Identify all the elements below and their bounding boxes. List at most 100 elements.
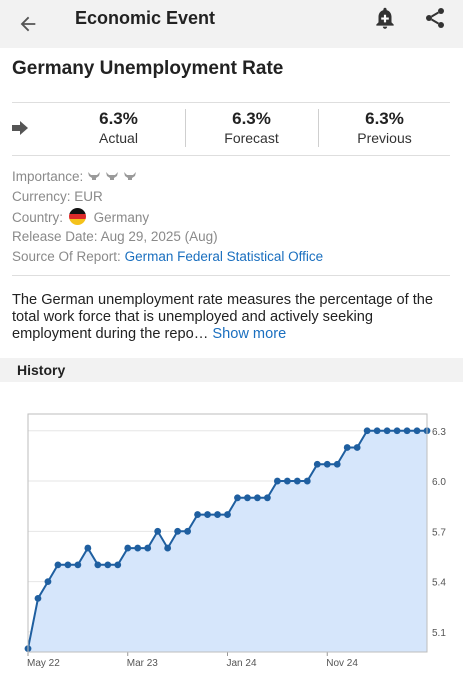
data-point bbox=[403, 427, 411, 435]
share-button[interactable] bbox=[420, 3, 450, 33]
source-row: Source Of Report: German Federal Statist… bbox=[12, 248, 323, 266]
y-tick-label: 5.1 bbox=[432, 628, 446, 639]
y-tick-label: 5.7 bbox=[432, 527, 446, 538]
release-date-value: Aug 29, 2025 (Aug) bbox=[100, 229, 218, 244]
y-axis-ticks: 5.1 5.4 5.7 6.0 6.3 bbox=[432, 427, 446, 639]
x-tick-label: Nov 24 bbox=[326, 658, 358, 669]
share-icon bbox=[426, 8, 444, 28]
bull-icon bbox=[88, 172, 101, 181]
y-tick-label: 6.0 bbox=[432, 477, 446, 488]
divider bbox=[12, 155, 450, 156]
stat-separator bbox=[318, 109, 319, 147]
chart-frame bbox=[27, 413, 428, 653]
country-label: Country: bbox=[12, 210, 64, 225]
currency-row: Currency: EUR bbox=[12, 188, 103, 206]
currency-label: Currency: bbox=[12, 189, 71, 204]
data-point bbox=[293, 477, 301, 485]
data-point bbox=[194, 511, 201, 518]
data-point bbox=[174, 527, 182, 535]
history-title: History bbox=[17, 362, 66, 378]
data-point bbox=[84, 544, 92, 552]
show-more-link[interactable]: Show more bbox=[212, 326, 287, 342]
data-point bbox=[264, 494, 271, 502]
data-point bbox=[383, 427, 391, 435]
x-tick-label: Mar 23 bbox=[127, 658, 159, 669]
data-point bbox=[44, 578, 52, 586]
previous-value: 6.3% bbox=[365, 109, 404, 128]
release-date-row: Release Date: Aug 29, 2025 (Aug) bbox=[12, 228, 218, 246]
data-point bbox=[204, 511, 211, 518]
data-point bbox=[144, 544, 152, 552]
history-area bbox=[28, 430, 427, 652]
y-tick-label: 6.3 bbox=[432, 427, 446, 438]
divider bbox=[12, 102, 450, 103]
data-point bbox=[164, 544, 172, 552]
history-header: History bbox=[0, 358, 463, 382]
y-tick-label: 5.4 bbox=[432, 578, 446, 589]
data-point bbox=[303, 477, 311, 485]
data-point bbox=[134, 544, 142, 552]
data-point bbox=[214, 511, 221, 518]
country-value: Germany bbox=[93, 210, 150, 225]
source-label: Source Of Report: bbox=[12, 249, 121, 264]
data-point bbox=[124, 544, 132, 552]
data-point bbox=[313, 460, 321, 468]
divider bbox=[12, 275, 450, 276]
top-app-bar: Economic Event bbox=[0, 0, 463, 48]
history-points bbox=[24, 427, 431, 653]
app-bar-title: Economic Event bbox=[75, 8, 216, 28]
right-arrow-icon bbox=[12, 121, 28, 135]
previous-stat: 6.3% Previous bbox=[318, 109, 451, 147]
event-title: Germany Unemployment Rate bbox=[12, 58, 284, 79]
country-row: Country: Germany bbox=[12, 208, 149, 227]
bull-icon bbox=[123, 172, 136, 181]
importance-label: Importance: bbox=[12, 169, 84, 184]
data-point bbox=[184, 527, 192, 535]
data-point bbox=[114, 561, 122, 569]
data-point bbox=[254, 494, 261, 502]
data-point bbox=[234, 494, 241, 502]
currency-value: EUR bbox=[74, 189, 103, 204]
arrow-left-icon bbox=[20, 16, 36, 32]
actual-label: Actual bbox=[99, 130, 138, 146]
x-axis-ticks: May 22 Mar 23 Jan 24 Nov 24 bbox=[27, 652, 358, 669]
forecast-value: 6.3% bbox=[232, 109, 271, 128]
importance-bulls bbox=[87, 168, 137, 186]
description-text: The German unemployment rate measures th… bbox=[12, 292, 434, 342]
data-point bbox=[393, 427, 401, 435]
data-point bbox=[323, 460, 331, 468]
previous-label: Previous bbox=[357, 130, 412, 146]
germany-flag-icon bbox=[68, 208, 86, 225]
forecast-stat: 6.3% Forecast bbox=[185, 109, 318, 147]
data-point bbox=[94, 561, 102, 569]
data-point bbox=[224, 511, 231, 518]
data-point bbox=[244, 494, 251, 502]
actual-value: 6.3% bbox=[99, 109, 138, 128]
bell-plus-icon bbox=[376, 7, 394, 29]
data-point bbox=[343, 444, 351, 451]
data-point bbox=[373, 427, 381, 435]
data-point bbox=[273, 477, 281, 485]
back-button[interactable] bbox=[14, 10, 42, 38]
data-point bbox=[333, 460, 341, 468]
data-point bbox=[34, 594, 42, 602]
source-link[interactable]: German Federal Statistical Office bbox=[124, 249, 324, 264]
data-point bbox=[283, 477, 291, 485]
event-description: The German unemployment rate measures th… bbox=[12, 292, 452, 343]
data-point bbox=[363, 427, 371, 435]
bull-icon bbox=[105, 172, 118, 181]
history-chart: 5.1 5.4 5.7 6.0 6.3 May 22 Mar 23 Jan 24 Nov 24 bbox=[24, 413, 446, 669]
actual-stat: 6.3% Actual bbox=[52, 109, 185, 147]
data-point bbox=[413, 427, 421, 435]
release-date-label: Release Date: bbox=[12, 229, 98, 244]
event-stats: 6.3% Actual 6.3% Forecast 6.3% Previous bbox=[12, 103, 450, 155]
data-point bbox=[54, 561, 62, 569]
data-point bbox=[353, 444, 361, 451]
add-alert-button[interactable] bbox=[370, 3, 400, 33]
data-point bbox=[154, 527, 162, 535]
x-tick-label: May 22 bbox=[27, 658, 60, 669]
forecast-label: Forecast bbox=[224, 130, 279, 146]
x-tick-label: Jan 24 bbox=[227, 658, 257, 669]
stat-separator bbox=[185, 109, 186, 147]
data-point bbox=[104, 561, 112, 569]
